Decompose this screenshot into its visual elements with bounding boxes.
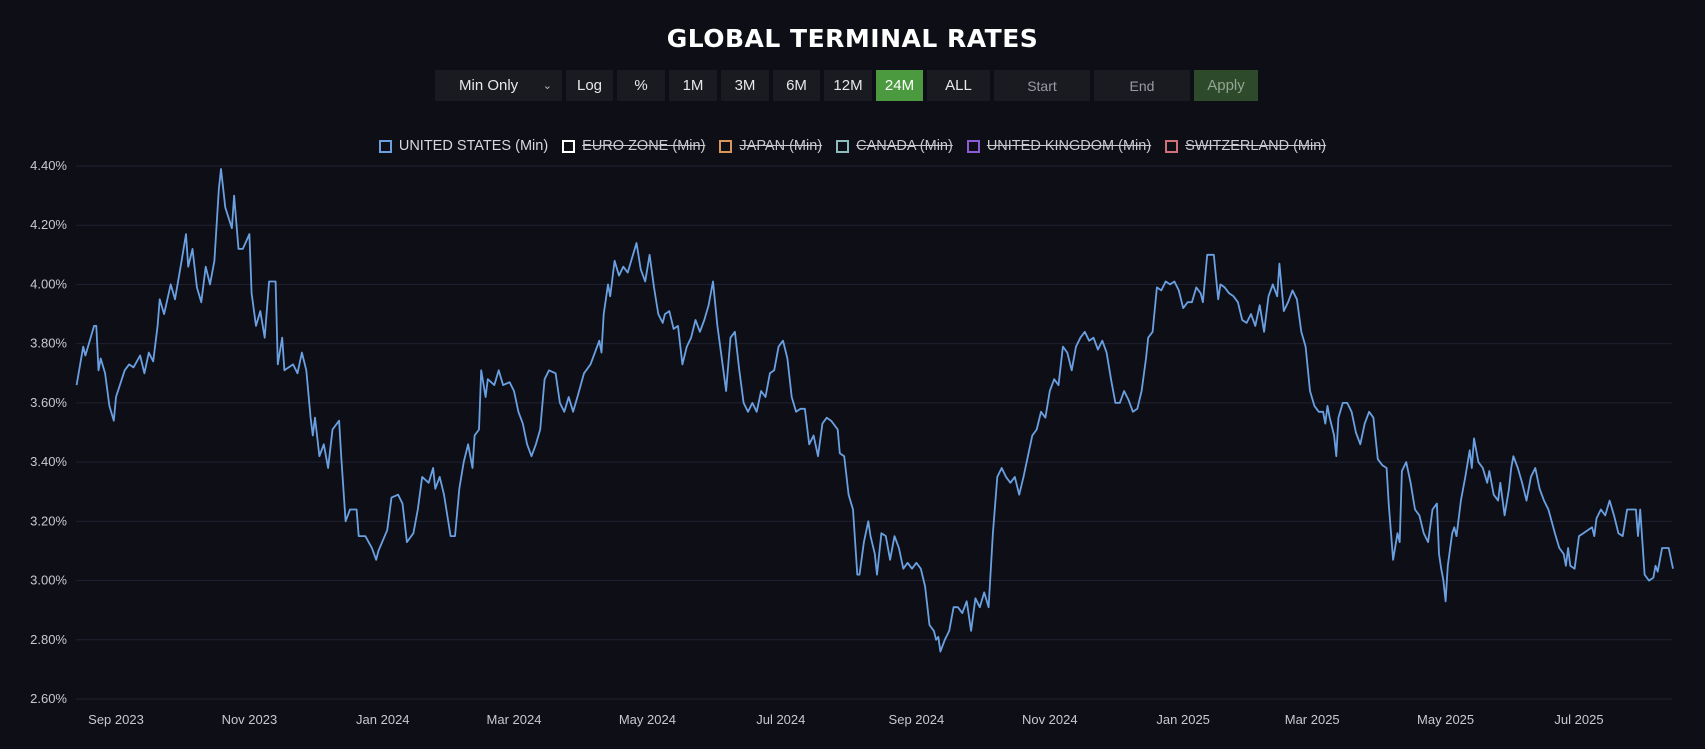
x-tick-label: Nov 2023 <box>222 712 278 727</box>
legend-swatch <box>719 139 733 153</box>
end-date-input[interactable]: End <box>1094 70 1190 101</box>
toolbar: Min Only ⌄ Log % 1M 3M 6M 12M 24M ALL St… <box>435 70 1258 101</box>
apply-button[interactable]: Apply <box>1194 70 1258 101</box>
mode-select[interactable]: Min Only ⌄ <box>435 70 562 101</box>
x-tick-label: Jul 2025 <box>1554 712 1603 727</box>
x-tick-label: Jan 2024 <box>356 712 410 727</box>
legend-label: JAPAN (Min) <box>739 138 823 154</box>
legend-label: SWITZERLAND (Min) <box>1185 138 1327 154</box>
x-tick-label: Mar 2025 <box>1285 712 1340 727</box>
x-tick-label: Sep 2023 <box>88 712 144 727</box>
y-tick-label: 4.00% <box>30 276 67 291</box>
x-tick-label: Nov 2024 <box>1022 712 1078 727</box>
legend-item[interactable]: EURO ZONE (Min) <box>562 138 705 154</box>
x-tick-label: Sep 2024 <box>889 712 945 727</box>
x-tick-label: May 2025 <box>1417 712 1474 727</box>
chart-legend: UNITED STATES (Min) EURO ZONE (Min) JAPAN … <box>0 138 1705 154</box>
legend-swatch <box>378 139 392 153</box>
y-tick-label: 3.60% <box>30 395 67 410</box>
range-all-button[interactable]: ALL <box>927 70 990 101</box>
legend-item[interactable]: UNITED STATES (Min) <box>378 138 549 154</box>
legend-label: CANADA (Min) <box>856 138 953 154</box>
y-tick-label: 3.40% <box>30 454 67 469</box>
legend-item[interactable]: JAPAN (Min) <box>719 138 822 154</box>
range-1m-button[interactable]: 1M <box>669 70 717 101</box>
range-3m-button[interactable]: 3M <box>721 70 769 101</box>
range-6m-button[interactable]: 6M <box>773 70 820 101</box>
x-tick-label: Mar 2024 <box>487 712 542 727</box>
legend-label: EURO ZONE (Min) <box>582 138 706 154</box>
y-tick-label: 3.80% <box>30 336 67 351</box>
range-24m-button[interactable]: 24M <box>876 70 923 101</box>
log-scale-button[interactable]: Log <box>566 70 613 101</box>
chevron-down-icon: ⌄ <box>542 80 552 92</box>
percent-button[interactable]: % <box>617 70 665 101</box>
legend-item[interactable]: CANADA (Min) <box>836 138 953 154</box>
start-date-input[interactable]: Start <box>994 70 1090 101</box>
y-tick-label: 3.20% <box>30 513 67 528</box>
y-tick-label: 2.60% <box>30 691 67 706</box>
legend-label: UNITED KINGDOM (Min) <box>986 138 1152 154</box>
range-12m-button[interactable]: 12M <box>824 70 872 101</box>
y-tick-label: 4.40% <box>30 158 67 173</box>
series-line-united-states <box>75 168 1674 653</box>
x-tick-label: Jul 2024 <box>756 712 805 727</box>
y-tick-label: 3.00% <box>30 573 67 588</box>
legend-label: UNITED STATES (Min) <box>398 138 549 154</box>
mode-select-value: Min Only <box>459 77 519 94</box>
legend-swatch <box>1165 139 1179 153</box>
page-title: GLOBAL TERMINAL RATES <box>666 24 1039 53</box>
x-tick-label: May 2024 <box>619 712 676 727</box>
legend-item[interactable]: SWITZERLAND (Min) <box>1165 138 1326 154</box>
y-tick-label: 4.20% <box>30 217 67 232</box>
legend-swatch <box>836 139 850 153</box>
legend-swatch <box>562 139 576 153</box>
y-tick-label: 2.80% <box>30 632 67 647</box>
legend-item[interactable]: UNITED KINGDOM (Min) <box>966 138 1152 154</box>
legend-swatch <box>966 139 980 153</box>
x-tick-label: Jan 2025 <box>1156 712 1210 727</box>
